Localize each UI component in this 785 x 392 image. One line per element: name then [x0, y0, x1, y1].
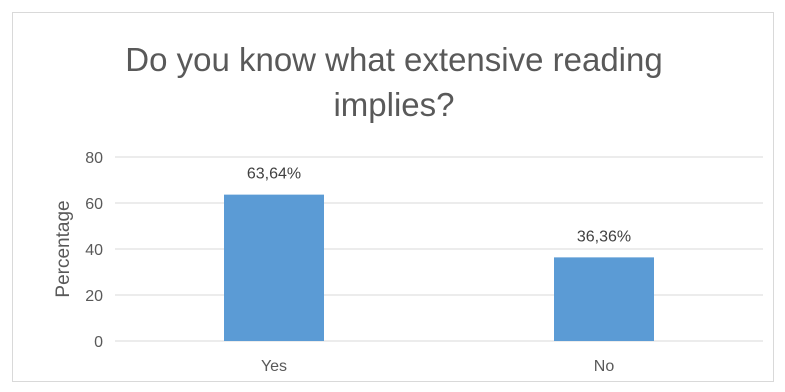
data-label-yes: 63,64% — [247, 166, 301, 183]
bar-layer — [224, 194, 654, 341]
chart-frame: Do you know what extensive reading impli… — [12, 12, 774, 382]
x-tick-label-no: No — [594, 358, 615, 375]
label-layer: 63,64% Yes 36,36% No — [247, 166, 631, 375]
bar-yes — [224, 194, 324, 341]
data-label-no: 36,36% — [577, 228, 631, 245]
x-tick-label-yes: Yes — [261, 358, 287, 375]
y-tick-label-40: 40 — [85, 242, 103, 259]
y-tick-label-60: 60 — [85, 196, 103, 213]
chart-title: Do you know what extensive reading impli… — [13, 37, 775, 127]
y-axis-title: Percentage — [53, 200, 74, 297]
y-tick-label-0: 0 — [94, 334, 103, 351]
bar-chart: 0 20 40 60 80 63,64% Yes 36,36% No Percentage — [53, 150, 763, 375]
bar-no — [554, 257, 654, 341]
chart-title-line-1: Do you know what extensive reading — [125, 41, 663, 78]
y-tick-label-80: 80 — [85, 150, 103, 167]
grid-layer: 0 20 40 60 80 — [85, 150, 763, 351]
chart-title-line-2: implies? — [333, 86, 455, 123]
y-tick-label-20: 20 — [85, 288, 103, 305]
